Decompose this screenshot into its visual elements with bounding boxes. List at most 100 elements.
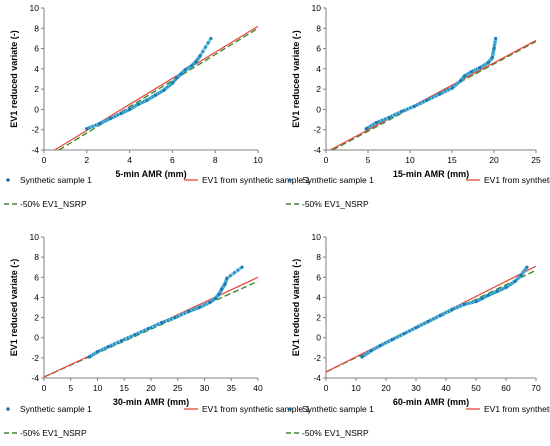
- sample-point: [136, 102, 140, 106]
- y-tick-label: 8: [34, 252, 39, 262]
- sample-point: [106, 345, 110, 349]
- x-tick-label: 0: [324, 383, 329, 393]
- x-tick-label: 0: [42, 383, 47, 393]
- y-tick-label: 2: [34, 313, 39, 323]
- y-tick-label: 6: [34, 272, 39, 282]
- sample-point: [186, 309, 191, 314]
- x-tick-label: 5: [68, 383, 73, 393]
- sample-point: [153, 93, 157, 97]
- sample-point: [145, 98, 149, 102]
- plot-area: [329, 36, 536, 150]
- x-tick-label: 40: [441, 383, 451, 393]
- y-tick-label: -2: [313, 125, 321, 135]
- sample-point: [519, 273, 523, 277]
- sample-point: [387, 115, 391, 120]
- y-tick-label: -2: [31, 353, 39, 363]
- y-tick-label: 2: [316, 313, 321, 323]
- sample-point: [486, 61, 490, 65]
- y-tick-label: 0: [34, 104, 39, 114]
- sample-point: [197, 305, 201, 310]
- chart-panel-3: -4 -2 0 2 4 6 8 10 0 5 10 15 20 25 30 35 40 30-min AMR (m…: [4, 232, 310, 438]
- sample-point: [190, 64, 194, 68]
- legend: Synthetic sample 1 EV1 from synthetic sam…: [4, 175, 310, 209]
- x-axis-title: 5-min AMR (mm): [115, 169, 186, 179]
- x-tick-label: 6: [170, 155, 175, 165]
- sample-point: [183, 68, 187, 72]
- x-tick-label: 4: [127, 155, 132, 165]
- sample-point: [173, 315, 177, 320]
- y-tick-label: 4: [316, 64, 321, 74]
- x-tick-label: 8: [213, 155, 218, 165]
- y-tick-label: 2: [34, 84, 39, 94]
- sample-point: [450, 86, 454, 90]
- x-tick-label: 20: [381, 383, 391, 393]
- y-tick-label: 6: [316, 44, 321, 54]
- sample-point: [162, 88, 166, 92]
- sample-point: [463, 74, 467, 78]
- legend-label-fit: EV1 from synthetic sample 1: [202, 404, 310, 414]
- y-tick-label: -4: [313, 145, 321, 155]
- nsrp-line: [332, 40, 536, 150]
- plot-area: [44, 265, 258, 378]
- sample-point: [128, 107, 132, 112]
- x-tick-label: 25: [173, 383, 183, 393]
- sample-point: [364, 127, 368, 131]
- x-tick-label: 60: [501, 383, 511, 393]
- sample-point: [223, 282, 227, 286]
- x-tick-label: 15: [447, 155, 457, 165]
- legend-marker-sample: [288, 407, 292, 411]
- x-tick-label: 70: [531, 383, 541, 393]
- y-tick-label: -4: [31, 145, 39, 155]
- sample-point: [87, 355, 92, 359]
- sample-point: [160, 321, 164, 325]
- x-tick-label: 50: [471, 383, 481, 393]
- sample-point: [225, 276, 229, 280]
- legend-label-fit: EV1 from synthetic sample 1: [202, 175, 310, 185]
- sample-point: [217, 292, 221, 297]
- sample-point: [504, 285, 508, 289]
- legend: Synthetic sample 1 EV1 from synthetic sam…: [286, 175, 550, 209]
- chart-panel-1: -4 -2 0 2 4 6 8 10 0 2 4 6 8 10 5-min AMR (mm) EV1 redu…: [4, 3, 310, 209]
- legend-marker-sample: [288, 178, 292, 182]
- x-axis-title: 60-min AMR (mm): [393, 397, 469, 407]
- y-tick-label: 8: [316, 23, 321, 33]
- sample-point: [390, 338, 394, 342]
- sample-point: [414, 326, 418, 330]
- sample-point: [450, 307, 454, 312]
- sample-point: [360, 355, 364, 359]
- y-tick-label: 4: [34, 64, 39, 74]
- y-tick-label: 0: [316, 104, 321, 114]
- x-axis-title: 15-min AMR (mm): [393, 169, 469, 179]
- y-tick-label: 10: [312, 232, 322, 242]
- y-tick-label: 8: [34, 23, 39, 33]
- x-tick-label: 25: [531, 155, 541, 165]
- x-tick-label: 10: [351, 383, 361, 393]
- y-tick-label: 4: [34, 292, 39, 302]
- y-axis-title: EV1 reduced variate (-): [9, 30, 19, 128]
- sample-point: [194, 60, 198, 64]
- sample-point: [426, 320, 430, 324]
- y-tick-label: 4: [316, 292, 321, 302]
- legend-label-nsrp: -50% EV1_NSRP: [20, 428, 87, 438]
- x-tick-label: 30: [200, 383, 210, 393]
- sample-point: [474, 299, 478, 304]
- y-axis-title: EV1 reduced variate (-): [291, 259, 301, 357]
- sample-point: [495, 289, 499, 293]
- sample-point: [378, 344, 382, 348]
- y-tick-label: -2: [31, 125, 39, 135]
- sample-point: [209, 36, 213, 41]
- ev1-fit-line: [54, 25, 258, 150]
- sample-point: [412, 104, 416, 108]
- chart-panel-2: -4 -2 0 2 4 6 8 10 0 5 10 15 20 25 15-min AMR (mm) EV1 …: [286, 3, 550, 209]
- sample-point: [438, 313, 442, 318]
- sample-point: [369, 349, 373, 353]
- y-tick-label: 10: [312, 3, 322, 13]
- plot-area: [326, 265, 536, 373]
- legend: Synthetic sample 1 EV1 from synthetic sam…: [4, 404, 310, 438]
- sample-point: [437, 92, 441, 96]
- x-tick-label: 20: [489, 155, 499, 165]
- x-tick-label: 0: [42, 155, 47, 165]
- sample-point: [374, 121, 378, 125]
- sample-point: [494, 36, 498, 41]
